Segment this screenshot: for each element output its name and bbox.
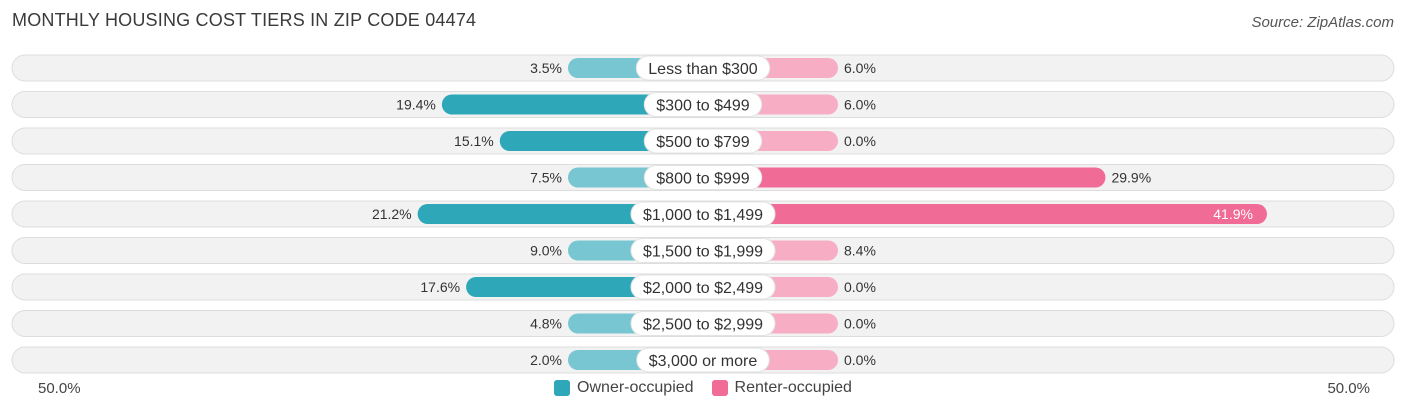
legend-renter-swatch (711, 380, 728, 396)
renter-bar (703, 167, 1106, 188)
renter-value-label: 0.0% (844, 316, 876, 332)
category-pill (630, 238, 776, 263)
owner-value-label: 4.8% (530, 316, 562, 332)
renter-value-label: 0.0% (844, 352, 876, 368)
category-label: $300 to $499 (656, 98, 750, 115)
category-pill (630, 201, 776, 227)
category-label: $2,000 to $2,499 (643, 280, 763, 297)
category-pill (630, 311, 776, 336)
category-pill (643, 165, 763, 190)
category-label: $1,000 to $1,499 (643, 207, 763, 224)
renter-value-label: 6.0% (844, 60, 876, 76)
owner-value-label: 3.5% (530, 60, 562, 76)
category-label: $500 to $799 (656, 134, 750, 151)
category-label: Less than $300 (648, 61, 758, 78)
legend-renter: Renter-occupied (711, 379, 852, 397)
renter-bar (703, 204, 1267, 224)
axis-left-label: 50.0% (38, 380, 81, 397)
owner-value-label: 9.0% (530, 243, 562, 259)
owner-value-label: 19.4% (396, 97, 436, 113)
owner-value-label: 15.1% (454, 133, 494, 149)
renter-value-label: 6.0% (844, 97, 876, 113)
legend-owner-label: Owner-occupied (577, 379, 694, 396)
category-label: $800 to $999 (656, 171, 750, 188)
owner-value-label: 7.5% (530, 170, 562, 186)
category-label: $2,500 to $2,999 (643, 317, 763, 334)
legend-renter-label: Renter-occupied (734, 379, 852, 396)
renter-value-label: 0.0% (844, 279, 876, 295)
renter-value-label: 0.0% (844, 133, 876, 149)
category-pill (643, 128, 763, 154)
category-label: $1,500 to $1,999 (643, 244, 763, 261)
source-label: Source: ZipAtlas.com (1251, 14, 1394, 31)
renter-value-label: 29.9% (1111, 170, 1151, 186)
category-pill (636, 347, 770, 373)
owner-value-label: 2.0% (530, 352, 562, 368)
legend-owner: Owner-occupied (554, 379, 694, 397)
owner-value-label: 17.6% (420, 279, 460, 295)
category-pill (643, 92, 763, 117)
legend-owner-swatch (554, 380, 571, 396)
owner-value-label: 21.2% (372, 206, 412, 222)
axis-right-label: 50.0% (1327, 380, 1370, 397)
owner-bar (441, 94, 703, 115)
renter-value-label: 8.4% (844, 243, 876, 259)
category-label: $3,000 or more (649, 353, 758, 370)
renter-value-label: 41.9% (1213, 206, 1253, 222)
category-pill (635, 55, 771, 81)
chart-title: MONTHLY HOUSING COST TIERS IN ZIP CODE 0… (12, 10, 477, 30)
category-pill (630, 274, 776, 300)
legend: Owner-occupied Renter-occupied (0, 379, 1406, 397)
